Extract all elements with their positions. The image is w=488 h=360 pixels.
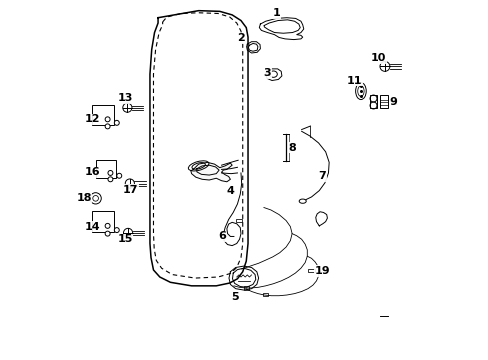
Circle shape [123, 228, 132, 238]
Text: 15: 15 [117, 234, 133, 244]
Polygon shape [150, 11, 247, 286]
Text: 3: 3 [263, 68, 271, 78]
Bar [263, 293, 267, 296]
Circle shape [122, 103, 132, 112]
Polygon shape [315, 212, 327, 226]
Bar [379, 95, 387, 108]
Text: 11: 11 [346, 76, 362, 86]
Circle shape [105, 124, 110, 129]
Polygon shape [190, 162, 232, 182]
Polygon shape [265, 69, 281, 81]
Circle shape [108, 171, 113, 175]
Text: 17: 17 [123, 185, 139, 195]
Circle shape [90, 193, 101, 204]
Circle shape [114, 120, 119, 125]
Circle shape [114, 228, 119, 233]
Circle shape [117, 173, 122, 178]
Bar [244, 286, 248, 290]
Circle shape [379, 62, 389, 71]
Text: 19: 19 [314, 266, 329, 276]
Bar [96, 159, 116, 178]
Text: 16: 16 [84, 167, 100, 177]
Bar [308, 269, 314, 272]
Polygon shape [259, 18, 303, 40]
Text: 6: 6 [218, 231, 225, 242]
Circle shape [105, 224, 110, 228]
Text: 4: 4 [226, 186, 234, 195]
Polygon shape [246, 42, 260, 53]
Text: 14: 14 [84, 221, 100, 231]
Text: 2: 2 [237, 33, 244, 43]
Bar [92, 104, 113, 125]
Ellipse shape [355, 83, 366, 100]
Text: 13: 13 [117, 93, 133, 103]
Text: 9: 9 [388, 97, 397, 107]
Text: 5: 5 [230, 292, 238, 302]
Ellipse shape [299, 199, 305, 203]
Bar [92, 211, 113, 232]
Circle shape [125, 179, 134, 188]
Bar [236, 219, 241, 222]
Text: 18: 18 [76, 193, 92, 203]
Text: 12: 12 [84, 114, 100, 124]
Circle shape [108, 177, 113, 182]
Text: 8: 8 [287, 143, 295, 153]
Text: 10: 10 [370, 53, 386, 63]
Bar [369, 95, 376, 108]
Text: 7: 7 [318, 171, 325, 181]
Polygon shape [228, 266, 258, 290]
Circle shape [105, 117, 110, 122]
Text: 1: 1 [272, 9, 280, 18]
Circle shape [105, 231, 110, 236]
